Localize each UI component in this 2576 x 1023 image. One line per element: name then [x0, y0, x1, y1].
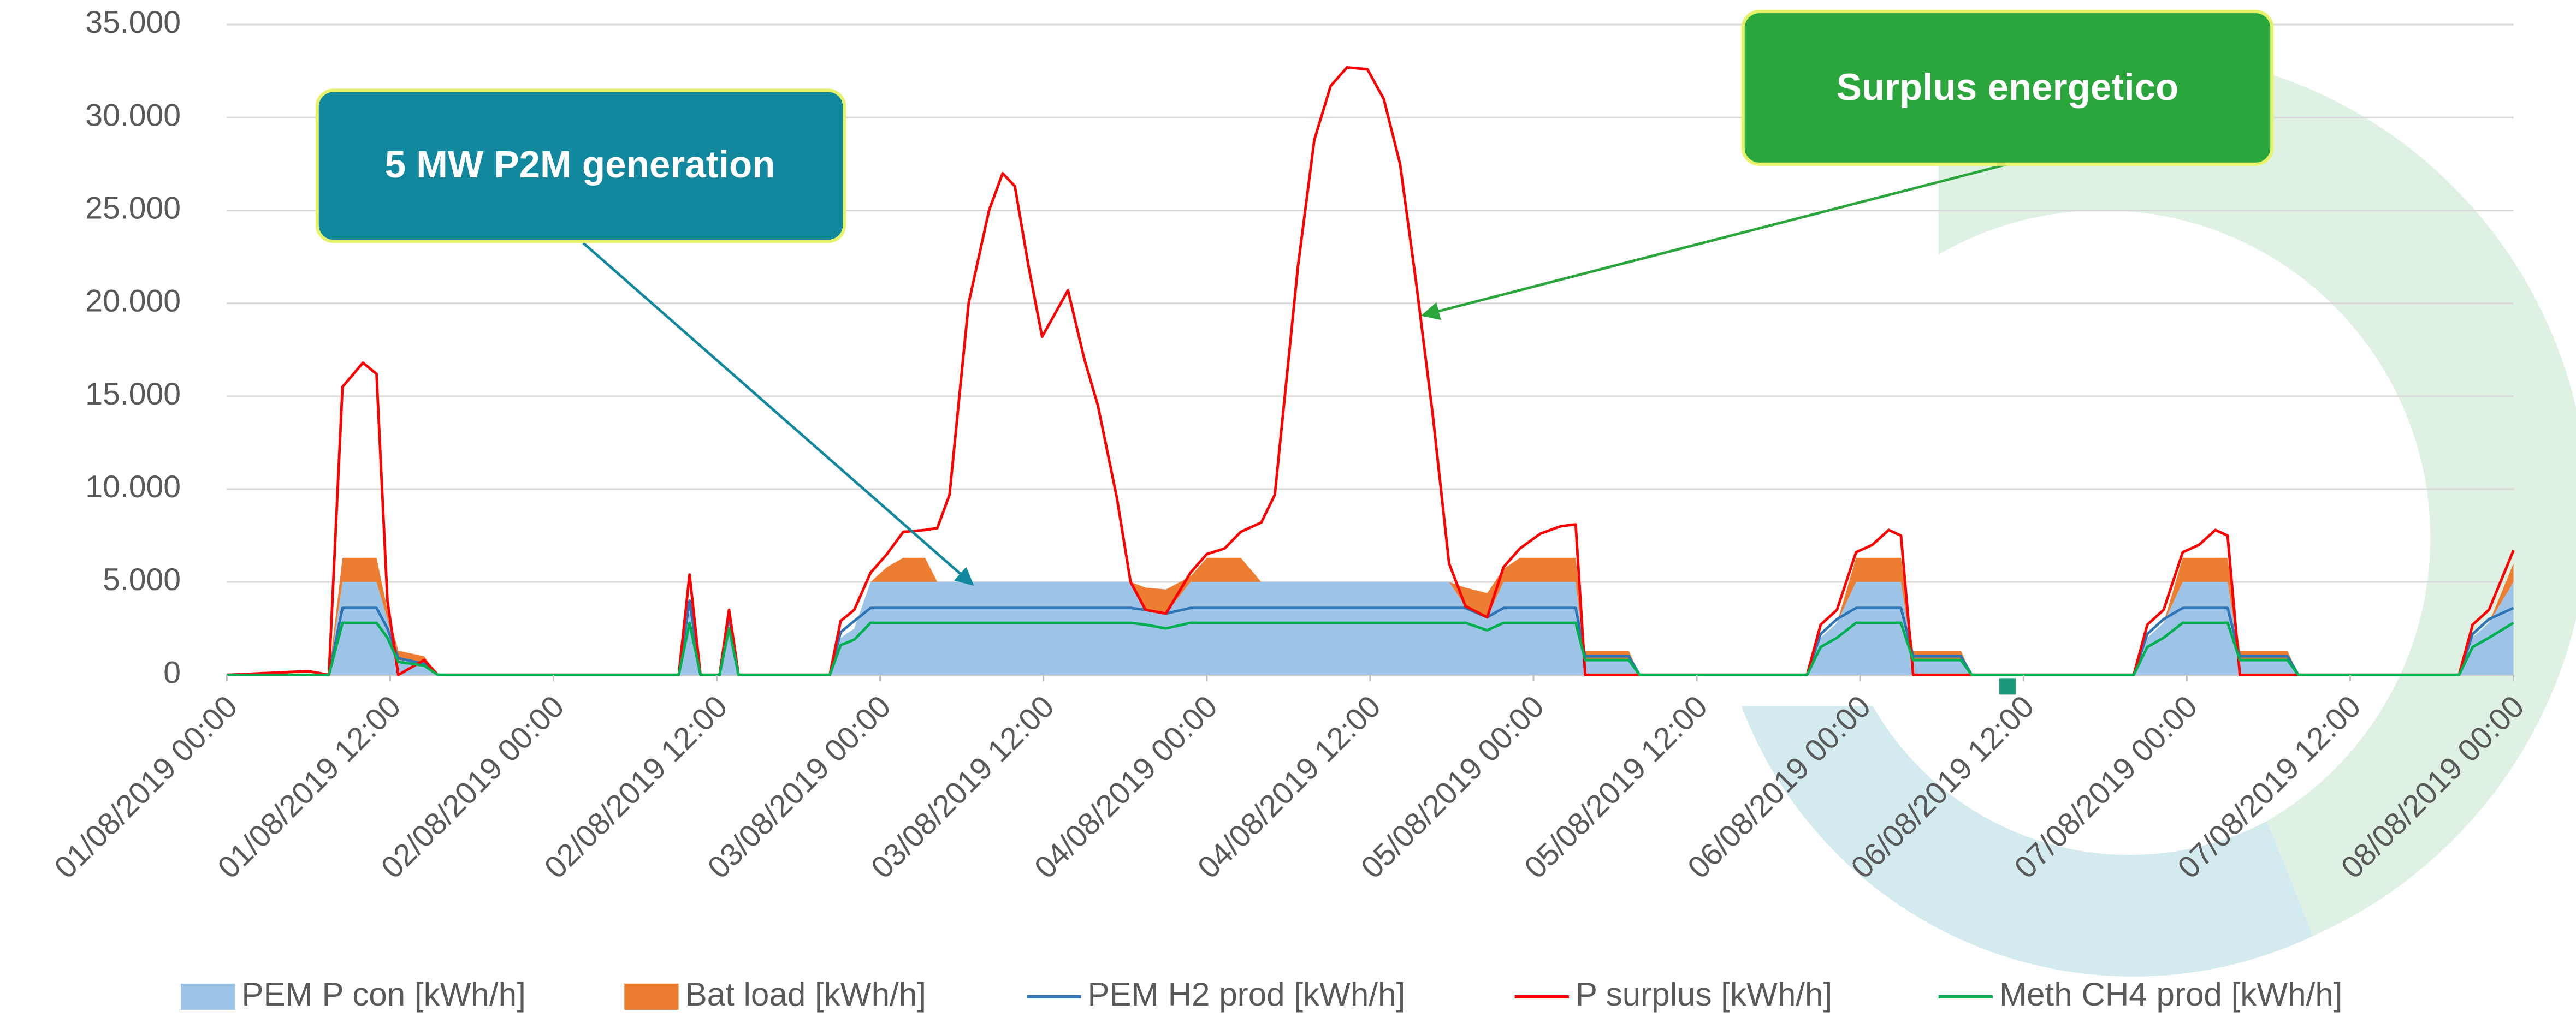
- legend-swatch: [624, 984, 678, 1010]
- callout-arrow: [583, 243, 973, 585]
- y-tick-label: 25.000: [85, 191, 181, 226]
- legend: PEM P con [kWh/h] Bat load [kWh/h] PEM H2 …: [181, 976, 2342, 1013]
- callout-text: Surplus energetico: [1837, 66, 2179, 109]
- legend-swatch: [181, 984, 235, 1010]
- y-tick-label: 35.000: [85, 5, 181, 40]
- callout-arrow: [1423, 164, 2007, 316]
- legend-label: Meth CH4 prod [kWh/h]: [1999, 976, 2343, 1013]
- y-tick-label: 10.000: [85, 469, 181, 504]
- chart: 0 5.000 10.000 15.000 20.000 25.000 30.000 35.0…: [0, 0, 2576, 1023]
- legend-label: P surplus [kWh/h]: [1576, 976, 1832, 1013]
- page: {"chart_data": { "type": "area", "stacke…: [0, 0, 2576, 1023]
- y-tick-label: 0: [163, 655, 181, 690]
- legend-label: PEM H2 prod [kWh/h]: [1088, 976, 1406, 1013]
- area: [227, 582, 2513, 675]
- y-tick-label: 15.000: [85, 377, 181, 412]
- callout-text: 5 MW P2M generation: [385, 143, 775, 186]
- legend-label: Bat load [kWh/h]: [685, 976, 926, 1013]
- y-tick-label: 5.000: [103, 562, 181, 597]
- y-tick-label: 20.000: [85, 284, 181, 319]
- legend-label: PEM P con [kWh/h]: [241, 976, 525, 1013]
- y-tick-label: 30.000: [85, 98, 181, 133]
